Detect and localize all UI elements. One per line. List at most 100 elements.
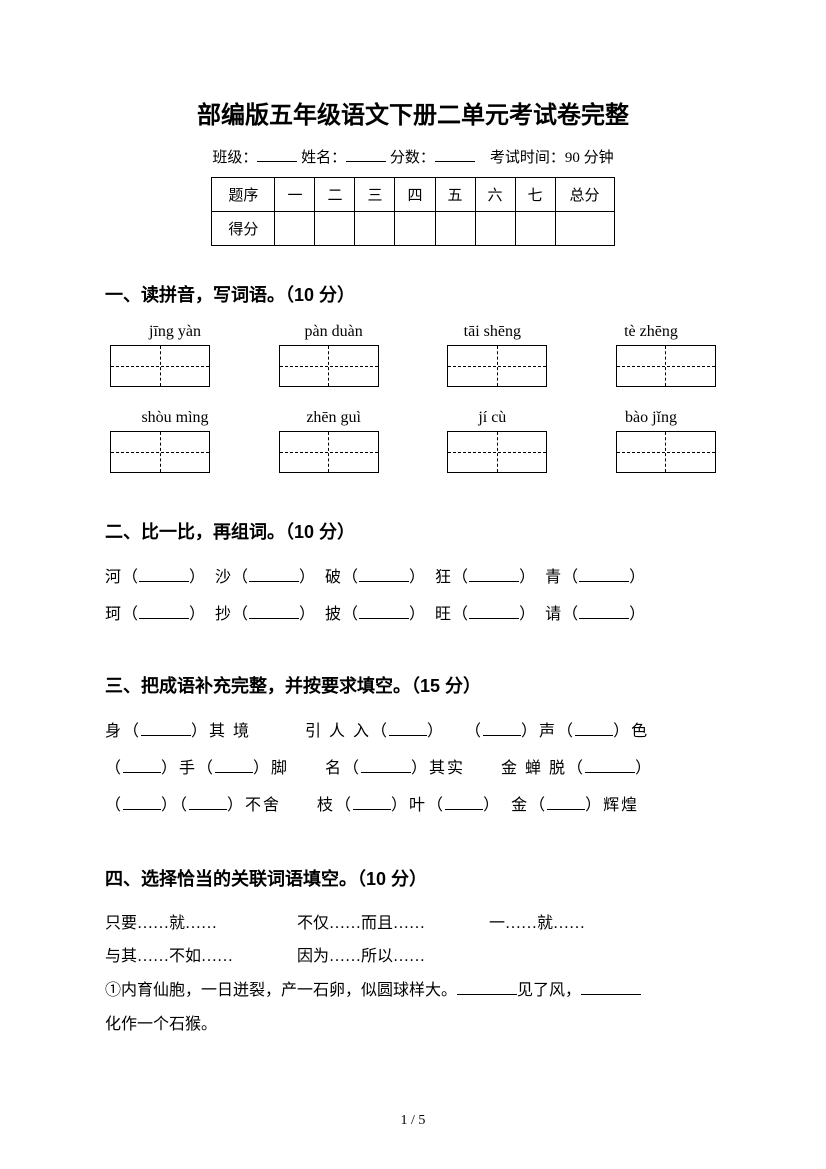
text: ）色 bbox=[613, 723, 649, 740]
word-blank[interactable] bbox=[483, 720, 521, 736]
text: ）辉煌 bbox=[585, 797, 639, 814]
text: ） bbox=[629, 569, 646, 586]
word-blank[interactable] bbox=[189, 794, 227, 810]
text: 身（ bbox=[105, 723, 141, 740]
char-grid[interactable] bbox=[447, 431, 547, 473]
text: ）声（ bbox=[521, 723, 575, 740]
page-number: 1 / 5 bbox=[0, 1113, 826, 1129]
word-blank[interactable] bbox=[581, 979, 641, 995]
name-blank[interactable] bbox=[346, 146, 386, 162]
word-blank[interactable] bbox=[575, 720, 613, 736]
cell-blank[interactable] bbox=[395, 212, 435, 246]
word-blank[interactable] bbox=[353, 794, 391, 810]
text: 见了风， bbox=[517, 982, 581, 999]
text: ）其实 金 蝉 脱（ bbox=[411, 760, 585, 777]
text: ） 旺（ bbox=[409, 606, 469, 623]
word-blank[interactable] bbox=[123, 794, 161, 810]
section1-title: 一、读拼音，写词语。（10 分） bbox=[105, 281, 721, 307]
class-blank[interactable] bbox=[257, 146, 297, 162]
cell-blank[interactable] bbox=[555, 212, 614, 246]
table-row: 得分 bbox=[212, 212, 614, 246]
options-line: 只要……就…… 不仅……而且…… 一……就…… bbox=[105, 907, 721, 941]
word-blank[interactable] bbox=[469, 566, 519, 582]
text: 珂（ bbox=[105, 606, 139, 623]
pinyin-label: zhēn guì bbox=[269, 409, 399, 427]
name-label: 姓名： bbox=[301, 150, 346, 166]
word-blank[interactable] bbox=[547, 794, 585, 810]
word-blank[interactable] bbox=[389, 720, 427, 736]
char-grid[interactable] bbox=[279, 431, 379, 473]
pinyin-label: shòu mìng bbox=[110, 409, 240, 427]
question-line: ①内育仙胞，一日迸裂，产一石卵，似圆球样大。见了风， bbox=[105, 974, 721, 1008]
word-blank[interactable] bbox=[579, 603, 629, 619]
char-grid[interactable] bbox=[616, 345, 716, 387]
text: ） 青（ bbox=[519, 569, 579, 586]
word-blank[interactable] bbox=[141, 720, 191, 736]
text: ） （ bbox=[427, 723, 483, 740]
char-grid[interactable] bbox=[110, 431, 210, 473]
section3-title: 三、把成语补充完整，并按要求填空。（15 分） bbox=[105, 672, 721, 698]
word-blank[interactable] bbox=[445, 794, 483, 810]
text: ） bbox=[635, 760, 653, 777]
cell-blank[interactable] bbox=[515, 212, 555, 246]
section2-title: 二、比一比，再组词。（10 分） bbox=[105, 518, 721, 544]
cell: 总分 bbox=[555, 178, 614, 212]
text: ） 请（ bbox=[519, 606, 579, 623]
char-box-row bbox=[105, 431, 721, 473]
cell-header: 得分 bbox=[212, 212, 275, 246]
word-blank[interactable] bbox=[249, 566, 299, 582]
char-grid[interactable] bbox=[110, 345, 210, 387]
score-label: 分数： bbox=[390, 150, 435, 166]
text: ） bbox=[629, 606, 646, 623]
pinyin-label: tè zhēng bbox=[586, 323, 716, 341]
text: 河（ bbox=[105, 569, 139, 586]
page-title: 部编版五年级语文下册二单元考试卷完整 bbox=[105, 95, 721, 130]
cell: 一 bbox=[275, 178, 315, 212]
word-blank[interactable] bbox=[361, 757, 411, 773]
section4-title: 四、选择恰当的关联词语填空。（10 分） bbox=[105, 865, 721, 891]
score-table: 题序 一 二 三 四 五 六 七 总分 得分 bbox=[211, 177, 614, 246]
cell-blank[interactable] bbox=[475, 212, 515, 246]
text: ） 金（ bbox=[483, 797, 547, 814]
cell-blank[interactable] bbox=[355, 212, 395, 246]
word-blank[interactable] bbox=[585, 757, 635, 773]
pinyin-row: jīng yàn pàn duàn tāi shēng tè zhēng bbox=[105, 323, 721, 341]
word-blank[interactable] bbox=[249, 603, 299, 619]
word-blank[interactable] bbox=[139, 566, 189, 582]
word-blank[interactable] bbox=[579, 566, 629, 582]
score-blank[interactable] bbox=[435, 146, 475, 162]
cell: 三 bbox=[355, 178, 395, 212]
pinyin-label: jí cù bbox=[427, 409, 557, 427]
cell: 五 bbox=[435, 178, 475, 212]
text: ）脚 名（ bbox=[253, 760, 361, 777]
pinyin-label: bào jǐng bbox=[586, 409, 716, 427]
text: ） 破（ bbox=[299, 569, 359, 586]
char-grid[interactable] bbox=[279, 345, 379, 387]
cell: 四 bbox=[395, 178, 435, 212]
word-blank[interactable] bbox=[359, 566, 409, 582]
text: 化作一个石猴。 bbox=[105, 1016, 217, 1033]
char-grid[interactable] bbox=[616, 431, 716, 473]
word-blank[interactable] bbox=[139, 603, 189, 619]
cell-blank[interactable] bbox=[315, 212, 355, 246]
word-line: 珂（） 抄（） 披（） 旺（） 请（） bbox=[105, 597, 721, 632]
cell-blank[interactable] bbox=[435, 212, 475, 246]
cell: 二 bbox=[315, 178, 355, 212]
cell-header: 题序 bbox=[212, 178, 275, 212]
word-blank[interactable] bbox=[359, 603, 409, 619]
word-blank[interactable] bbox=[457, 979, 517, 995]
idiom-line: （）手（）脚 名（）其实 金 蝉 脱（） bbox=[105, 751, 721, 788]
time-label: 考试时间：90 分钟 bbox=[490, 150, 614, 166]
text: ）手（ bbox=[161, 760, 215, 777]
cell-blank[interactable] bbox=[275, 212, 315, 246]
word-blank[interactable] bbox=[123, 757, 161, 773]
cell: 六 bbox=[475, 178, 515, 212]
word-line: 河（） 沙（） 破（） 狂（） 青（） bbox=[105, 560, 721, 595]
word-blank[interactable] bbox=[469, 603, 519, 619]
word-blank[interactable] bbox=[215, 757, 253, 773]
text: ）其 境 引 人 入（ bbox=[191, 723, 389, 740]
char-grid[interactable] bbox=[447, 345, 547, 387]
idiom-line: 身（ ）其 境 引 人 入（ ） （ ）声（ ）色 bbox=[105, 714, 721, 751]
pinyin-label: jīng yàn bbox=[110, 323, 240, 341]
text: ） 披（ bbox=[299, 606, 359, 623]
